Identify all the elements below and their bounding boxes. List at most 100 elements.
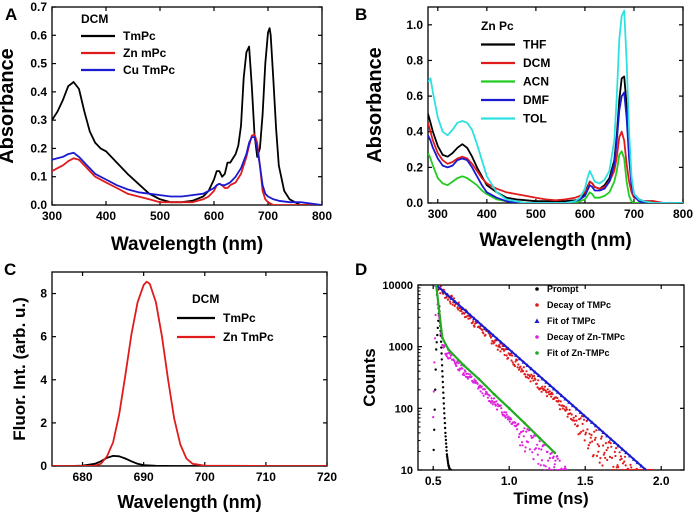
data-point — [613, 468, 616, 470]
data-point — [445, 449, 448, 452]
data-point — [489, 401, 493, 404]
data-point — [534, 447, 538, 450]
data-point — [432, 448, 435, 452]
data-point — [629, 463, 632, 466]
data-point — [441, 289, 446, 294]
data-point — [602, 444, 605, 447]
data-point — [490, 397, 493, 400]
data-point — [495, 408, 499, 411]
x-tick-label: 720 — [317, 470, 337, 484]
data-point — [594, 436, 597, 439]
data-point — [432, 390, 435, 393]
data-point — [523, 427, 526, 430]
data-point — [573, 419, 576, 422]
data-point — [601, 430, 606, 434]
data-point — [608, 455, 612, 458]
data-point — [504, 416, 507, 419]
data-point — [539, 464, 542, 467]
data-point — [631, 457, 636, 461]
data-point — [486, 396, 489, 399]
data-point — [521, 360, 526, 364]
data-point — [485, 391, 488, 394]
data-point — [453, 299, 458, 304]
data-point — [444, 442, 448, 445]
data-point — [534, 378, 537, 381]
data-point — [433, 428, 436, 431]
data-point — [604, 442, 608, 445]
data-point — [492, 392, 496, 396]
legend-swatch — [534, 318, 540, 323]
data-point — [506, 346, 511, 351]
panel-a: 300 400 500 600 700 800 0.0 0.1 0.2 0.3 0.4 0.5 0.6 0… — [0, 0, 332, 255]
y-tick-label: 0 — [40, 459, 47, 473]
x-tick-label: 800 — [673, 207, 693, 221]
data-point — [472, 316, 477, 321]
data-point — [598, 461, 601, 464]
data-point — [623, 460, 626, 463]
x-axis-label: Wavelength (nm) — [479, 230, 631, 251]
data-point — [604, 456, 607, 459]
x-tick-label: 500 — [526, 207, 546, 221]
plot-frame — [51, 6, 323, 206]
data-point — [570, 413, 573, 416]
data-point — [517, 422, 520, 425]
data-point — [478, 386, 481, 389]
data-point — [494, 404, 497, 407]
data-point — [597, 445, 601, 448]
data-point — [624, 464, 627, 467]
data-point — [621, 462, 625, 465]
data-point — [557, 399, 560, 402]
x-tick-label: 710 — [256, 470, 276, 484]
data-point — [495, 400, 498, 403]
legend-label: Zn mPc — [123, 46, 167, 60]
data-point — [612, 440, 617, 445]
data-point — [487, 329, 492, 334]
data-point — [511, 354, 514, 357]
data-point — [462, 372, 465, 375]
data-point — [518, 433, 521, 436]
data-point — [499, 404, 502, 407]
data-point — [482, 332, 485, 335]
data-point — [502, 349, 506, 352]
data-point — [522, 366, 525, 369]
plot-area — [52, 27, 322, 205]
data-point — [525, 363, 530, 367]
legend-swatch — [535, 303, 539, 307]
legend-item-tol: TOL — [481, 112, 547, 126]
data-point — [601, 464, 604, 467]
series-tol-line — [428, 9, 683, 203]
legend-label: Fit of Zn-TMPc — [547, 348, 610, 358]
data-point — [617, 468, 620, 470]
data-point — [433, 337, 437, 340]
y-axis-label: Fluor. Int. (arb. u.) — [10, 297, 29, 441]
data-point — [444, 438, 448, 442]
data-point — [455, 364, 458, 368]
series-fit-of-tmpc — [434, 285, 647, 470]
data-point — [558, 403, 561, 406]
plot-area — [52, 280, 327, 466]
y-tick-label: 10000 — [382, 280, 413, 292]
data-point — [521, 444, 524, 447]
data-point — [590, 433, 593, 437]
legend-label: DMF — [523, 93, 549, 107]
data-point — [515, 359, 519, 362]
data-point — [543, 385, 547, 388]
data-point — [516, 428, 519, 431]
y-axis-label: Counts — [360, 348, 379, 407]
data-point — [489, 336, 493, 339]
data-point — [540, 448, 543, 451]
data-point — [509, 418, 513, 421]
data-point — [543, 388, 546, 391]
data-point — [482, 394, 485, 397]
y-tick-label: 2 — [40, 416, 47, 430]
data-point — [445, 445, 448, 449]
data-point — [446, 462, 450, 465]
data-point — [442, 391, 445, 394]
data-point — [529, 380, 532, 383]
y-tick-label: 1.0 — [406, 18, 423, 32]
data-point — [538, 440, 541, 443]
data-point — [544, 389, 547, 392]
data-point — [442, 402, 445, 405]
data-point — [481, 392, 484, 395]
